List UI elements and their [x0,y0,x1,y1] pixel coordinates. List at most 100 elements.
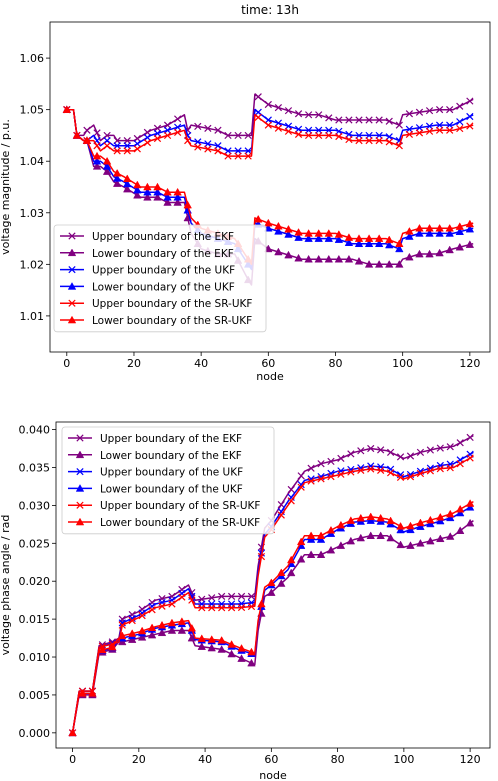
data-point [83,126,91,134]
data-point [396,540,405,549]
data-point [284,107,293,115]
data-point [337,454,345,463]
data-point [326,545,336,554]
data-point [197,642,206,650]
y-tick-label: 0.025 [19,537,51,550]
data-point [416,469,425,478]
data-point [314,254,323,263]
data-point [92,156,102,165]
x-tick-label: 60 [261,357,275,370]
data-point [133,140,141,148]
legend-marker [76,467,84,476]
data-point [264,121,272,129]
data-point [455,222,464,230]
data-point [113,142,121,150]
data-point [324,254,334,263]
data-point [304,234,313,242]
data-point [446,532,455,540]
data-point [177,617,187,625]
data-point [208,594,216,602]
data-point [426,446,434,454]
data-point [385,240,394,249]
x-tick-label: 100 [393,753,414,766]
data-point [194,143,202,151]
data-point [163,198,172,206]
data-point [264,218,273,227]
data-point [305,126,313,134]
data-point [395,121,403,129]
data-point [346,536,356,545]
data-point [385,235,394,244]
data-point [386,469,395,477]
data-point [167,618,177,627]
data-point [72,131,82,139]
data-point [133,180,142,189]
data-point [173,198,182,206]
data-point [335,116,343,124]
legend-marker [68,265,76,274]
data-point [324,234,334,242]
data-point [465,224,475,233]
data-point [254,214,263,223]
data-point [102,162,112,170]
data-point [234,131,242,140]
voltage-phase-angle-chart: 0 20 40 60 80 100 120 0.000 0.005 0.010 0.015 0.020… [0,421,491,781]
data-point [274,227,283,235]
data-point [374,239,384,248]
data-point [214,126,222,134]
data-point [284,127,293,135]
data-point [425,122,434,130]
y-tick-label: 0.000 [19,727,51,740]
data-point [335,127,343,135]
data-point [395,142,403,150]
data-point [198,604,206,612]
data-point [264,100,272,109]
data-point [396,522,405,530]
data-point [297,472,305,480]
data-point [416,448,425,456]
data-point [356,513,366,522]
data-point [294,125,303,133]
data-point [102,167,112,175]
data-point [364,239,374,248]
data-point [385,133,393,141]
data-point [456,102,464,110]
data-point [355,136,363,145]
data-point [466,433,474,442]
data-point [436,461,444,470]
data-point [395,244,404,253]
x-tick-label: 80 [328,357,342,370]
data-point [446,509,455,518]
data-point [123,136,131,145]
data-point [286,568,296,577]
data-point [466,454,474,462]
data-point [247,592,256,600]
data-point [337,470,345,478]
data-point [143,133,152,142]
data-point [287,485,295,494]
data-point [143,192,152,201]
data-point [335,132,343,141]
data-point [234,147,242,155]
legend: Upper boundary of the EKF Lower boundary … [53,224,267,333]
data-point [264,223,273,232]
data-point [446,443,454,451]
data-point [237,592,246,600]
data-point [367,462,375,470]
data-point [306,550,316,558]
data-point [325,114,333,122]
data-point [327,457,335,466]
data-point [405,110,414,118]
x-tick-label: 20 [132,753,146,766]
data-point [147,630,157,639]
data-point [224,131,232,140]
data-point [365,131,373,140]
data-point [465,502,475,511]
data-point [224,147,232,155]
x-tick-label: 0 [69,753,76,766]
data-point [102,156,112,165]
data-point [296,554,306,563]
data-point [416,518,425,527]
data-point [375,136,383,145]
